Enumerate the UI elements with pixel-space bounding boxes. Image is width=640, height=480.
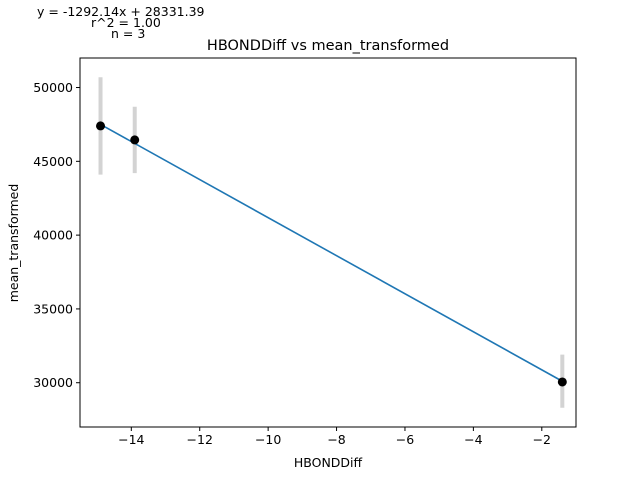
x-tick-label-4: −6 xyxy=(396,432,414,447)
chart-title: HBONDDiff vs mean_transformed xyxy=(207,38,449,54)
x-tick-label-2: −10 xyxy=(255,432,281,447)
data-point-0 xyxy=(96,121,106,131)
x-axis-label: HBONDDiff xyxy=(294,455,363,470)
data-points xyxy=(96,121,567,387)
x-tick-label-0: −14 xyxy=(118,432,144,447)
data-point-1 xyxy=(130,135,140,145)
y-axis: 30000 35000 40000 45000 50000 xyxy=(33,80,80,390)
y-axis-label: mean_transformed xyxy=(6,184,21,303)
fit-line-group xyxy=(100,123,563,382)
y-tick-label-3: 45000 xyxy=(33,154,73,169)
x-tick-label-1: −12 xyxy=(187,432,213,447)
plot-area xyxy=(79,57,577,428)
x-axis: −14 −12 −10 −8 −6 −4 −2 xyxy=(118,427,551,447)
x-tick-label-5: −4 xyxy=(464,432,482,447)
x-tick-label-6: −2 xyxy=(533,432,551,447)
y-tick-label-2: 40000 xyxy=(33,228,73,243)
data-point-2 xyxy=(557,377,567,387)
y-tick-label-0: 30000 xyxy=(33,375,73,390)
fit-line xyxy=(100,123,563,382)
y-tick-label-1: 35000 xyxy=(33,301,73,316)
fit-r-squared: r^2 = 1.00 xyxy=(91,15,161,30)
fit-equation: y = -1292.14x + 28331.39 xyxy=(37,4,205,19)
x-tick-label-3: −8 xyxy=(327,432,345,447)
fit-n-count: n = 3 xyxy=(111,26,146,41)
y-tick-label-4: 50000 xyxy=(33,80,73,95)
